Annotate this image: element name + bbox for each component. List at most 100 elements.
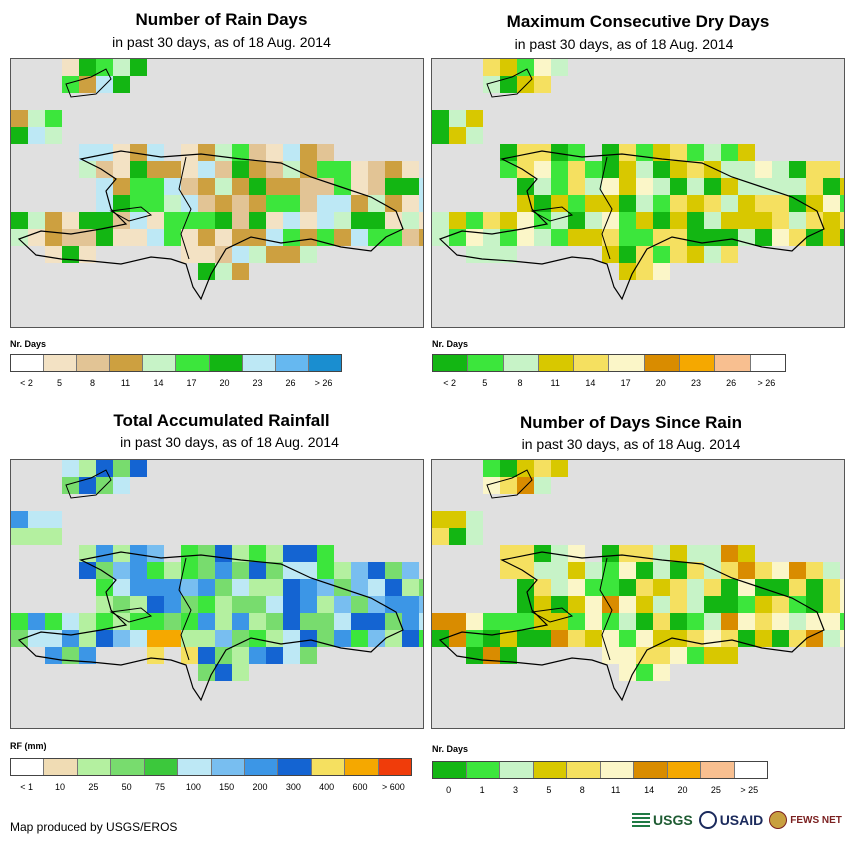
grid-cell xyxy=(772,613,789,630)
grid-cell xyxy=(636,212,653,229)
turks-caicos-outline xyxy=(65,68,112,98)
legend-label: < 2 xyxy=(443,378,456,388)
grid-cell xyxy=(232,630,249,647)
legend-label: 11 xyxy=(550,378,560,388)
turks-caicos-outline xyxy=(486,68,533,98)
grid-cell xyxy=(483,630,500,647)
legend-label: 3 xyxy=(512,785,519,795)
grid-cell xyxy=(28,511,45,528)
grid-cell xyxy=(500,562,517,579)
legend-label: 14 xyxy=(644,785,655,795)
grid-cell xyxy=(402,579,419,596)
grid-cell xyxy=(368,630,385,647)
grid-cell xyxy=(721,246,738,263)
grid-cell xyxy=(181,545,198,562)
grid-cell xyxy=(568,144,585,161)
grid-cell xyxy=(164,596,181,613)
grid-cell xyxy=(351,630,368,647)
grid-cell xyxy=(164,229,181,246)
grid-cell xyxy=(351,229,368,246)
legend-swatch xyxy=(110,355,144,371)
grid-cell xyxy=(164,613,181,630)
usgs-wave-icon xyxy=(632,813,650,827)
grid-cell xyxy=(266,613,283,630)
grid-cell xyxy=(568,229,585,246)
grid-cell xyxy=(113,59,130,76)
legend-label: 200 xyxy=(252,782,268,792)
grid-cell xyxy=(181,562,198,579)
grid-cell xyxy=(334,613,351,630)
grid-cell xyxy=(653,212,670,229)
panel-subtitle: in past 30 days, as of 18 Aug. 2014 xyxy=(112,34,331,50)
grid-cell xyxy=(704,178,721,195)
grid-cell xyxy=(704,596,721,613)
legend-swatch xyxy=(750,355,785,371)
grid-cell xyxy=(721,613,738,630)
grid-cell xyxy=(755,579,772,596)
turks-caicos-outline xyxy=(65,469,112,499)
legend-label: 26 xyxy=(285,378,296,388)
grid-cell xyxy=(198,246,215,263)
grid-cell xyxy=(568,630,585,647)
grid-cell xyxy=(402,212,419,229)
grid-cell xyxy=(585,613,602,630)
grid-cell xyxy=(147,579,164,596)
grid-cell xyxy=(789,613,806,630)
grid-cell xyxy=(334,212,351,229)
grid-cell xyxy=(113,76,130,93)
grid-cell xyxy=(232,263,249,280)
grid-cell xyxy=(351,212,368,229)
grid-cell xyxy=(704,195,721,212)
grid-cell xyxy=(300,596,317,613)
grid-cell xyxy=(130,460,147,477)
grid-cell xyxy=(721,630,738,647)
grid-cell xyxy=(402,596,419,613)
grid-cell xyxy=(704,545,721,562)
grid-cell xyxy=(351,178,368,195)
grid-cell xyxy=(772,212,789,229)
grid-cell xyxy=(215,545,232,562)
grid-cell xyxy=(806,630,823,647)
hispaniola-coastline xyxy=(17,551,404,702)
grid-cell xyxy=(45,511,62,528)
grid-cell xyxy=(334,596,351,613)
grid-cell xyxy=(823,579,840,596)
grid-cell xyxy=(636,562,653,579)
grid-cell xyxy=(113,161,130,178)
grid-cell xyxy=(687,596,704,613)
grid-cell xyxy=(232,178,249,195)
grid-cell xyxy=(300,579,317,596)
grid-cell xyxy=(368,161,385,178)
grid-cell xyxy=(334,630,351,647)
legend-title: RF (mm) xyxy=(10,741,47,751)
grid-cell xyxy=(283,178,300,195)
grid-cell xyxy=(266,195,283,212)
grid-cell xyxy=(534,613,551,630)
grid-cell xyxy=(653,161,670,178)
grid-cell xyxy=(249,161,266,178)
grid-cell xyxy=(232,246,249,263)
grid-cell xyxy=(568,195,585,212)
grid-cell xyxy=(249,178,266,195)
grid-cell xyxy=(585,562,602,579)
grid-cell xyxy=(806,562,823,579)
grid-cell xyxy=(636,161,653,178)
legend-swatch xyxy=(500,762,534,778)
grid-cell xyxy=(62,613,79,630)
grid-cell xyxy=(653,229,670,246)
grid-cell xyxy=(568,596,585,613)
grid-cell xyxy=(198,596,215,613)
grid-cell xyxy=(636,630,653,647)
grid-cell xyxy=(215,613,232,630)
legend-label: 20 xyxy=(677,785,688,795)
grid-cell xyxy=(28,127,45,144)
legend-label: 20 xyxy=(219,378,230,388)
grid-cell xyxy=(483,477,500,494)
legend-swatch xyxy=(44,759,78,775)
grid-cell xyxy=(755,630,772,647)
grid-cell xyxy=(96,229,113,246)
grid-cell xyxy=(198,178,215,195)
legend-swatch xyxy=(533,762,567,778)
grid-cell xyxy=(249,596,266,613)
grid-cell xyxy=(568,562,585,579)
